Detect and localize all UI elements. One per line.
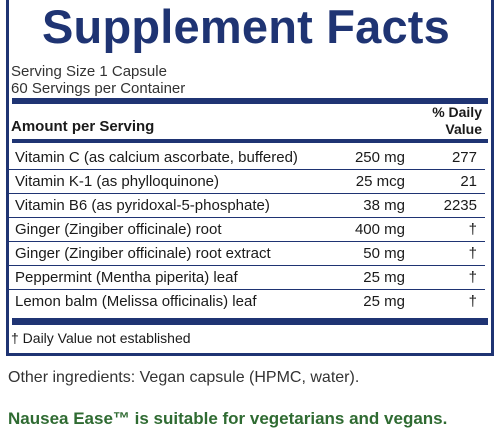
nutrient-name: Vitamin C (as calcium ascorbate, buffere…: [15, 149, 298, 166]
nutrient-amount: 50 mg: [363, 245, 405, 262]
nutrient-amount: 400 mg: [354, 221, 405, 238]
nutrient-daily-value: †: [468, 293, 477, 310]
nutrient-amount: 38 mg: [363, 197, 405, 214]
nutrient-name: Peppermint (Mentha piperita) leaf: [15, 269, 238, 286]
nutrient-amount: 25 mcg: [355, 173, 405, 190]
nutrient-name: Ginger (Zingiber officinale) root extrac…: [15, 245, 271, 262]
nutrient-amount: 25 mg: [363, 269, 405, 286]
top-thick-bar: [12, 98, 488, 104]
nutrient-daily-value: †: [468, 221, 477, 238]
nutrient-daily-value: †: [468, 269, 477, 286]
nutrient-name: Ginger (Zingiber officinale) root: [15, 221, 222, 238]
supplement-facts-panel: [6, 0, 494, 356]
nutrient-name: Vitamin K-1 (as phylloquinone): [15, 173, 220, 190]
serving-size: Serving Size 1 Capsule: [11, 63, 167, 80]
table-row: Ginger (Zingiber officinale) root 400 mg…: [9, 218, 485, 242]
other-ingredients: Other ingredients: Vegan capsule (HPMC, …: [8, 369, 360, 386]
table-row: Peppermint (Mentha piperita) leaf 25 mg …: [9, 266, 485, 290]
table-row: Ginger (Zingiber officinale) root extrac…: [9, 242, 485, 266]
nutrient-amount: 25 mg: [363, 293, 405, 310]
nutrient-daily-value: 21: [460, 173, 477, 190]
amount-per-serving-header: Amount per Serving: [11, 118, 155, 135]
nutrient-daily-value: 277: [451, 149, 477, 166]
nutrient-amount: 250 mg: [354, 149, 405, 166]
table-row: Vitamin K-1 (as phylloquinone) 25 mcg 21: [9, 170, 485, 194]
panel-title: Supplement Facts: [41, 0, 450, 53]
servings-per-container: 60 Servings per Container: [11, 80, 186, 97]
daily-value-header-line1: % Daily: [432, 104, 482, 120]
table-row: Vitamin B6 (as pyridoxal-5-phosphate) 38…: [9, 194, 485, 218]
nutrient-name: Vitamin B6 (as pyridoxal-5-phosphate): [15, 197, 270, 214]
daily-value-footnote: † Daily Value not established: [11, 330, 191, 346]
table-row: Vitamin C (as calcium ascorbate, buffere…: [9, 146, 485, 170]
nutrient-name: Lemon balm (Melissa officinalis) leaf: [15, 293, 257, 310]
suitability-claim: Nausea Ease™ is suitable for vegetarians…: [8, 409, 448, 428]
daily-value-header: % Daily Value: [402, 104, 482, 138]
bottom-thick-bar: [12, 318, 488, 325]
nutrient-daily-value: †: [468, 245, 477, 262]
nutrient-table: Vitamin C (as calcium ascorbate, buffere…: [9, 146, 485, 314]
daily-value-header-line2: Value: [445, 121, 482, 137]
nutrient-daily-value: 2235: [443, 197, 477, 214]
header-rule: [12, 139, 488, 143]
table-row: Lemon balm (Melissa officinalis) leaf 25…: [9, 290, 485, 314]
